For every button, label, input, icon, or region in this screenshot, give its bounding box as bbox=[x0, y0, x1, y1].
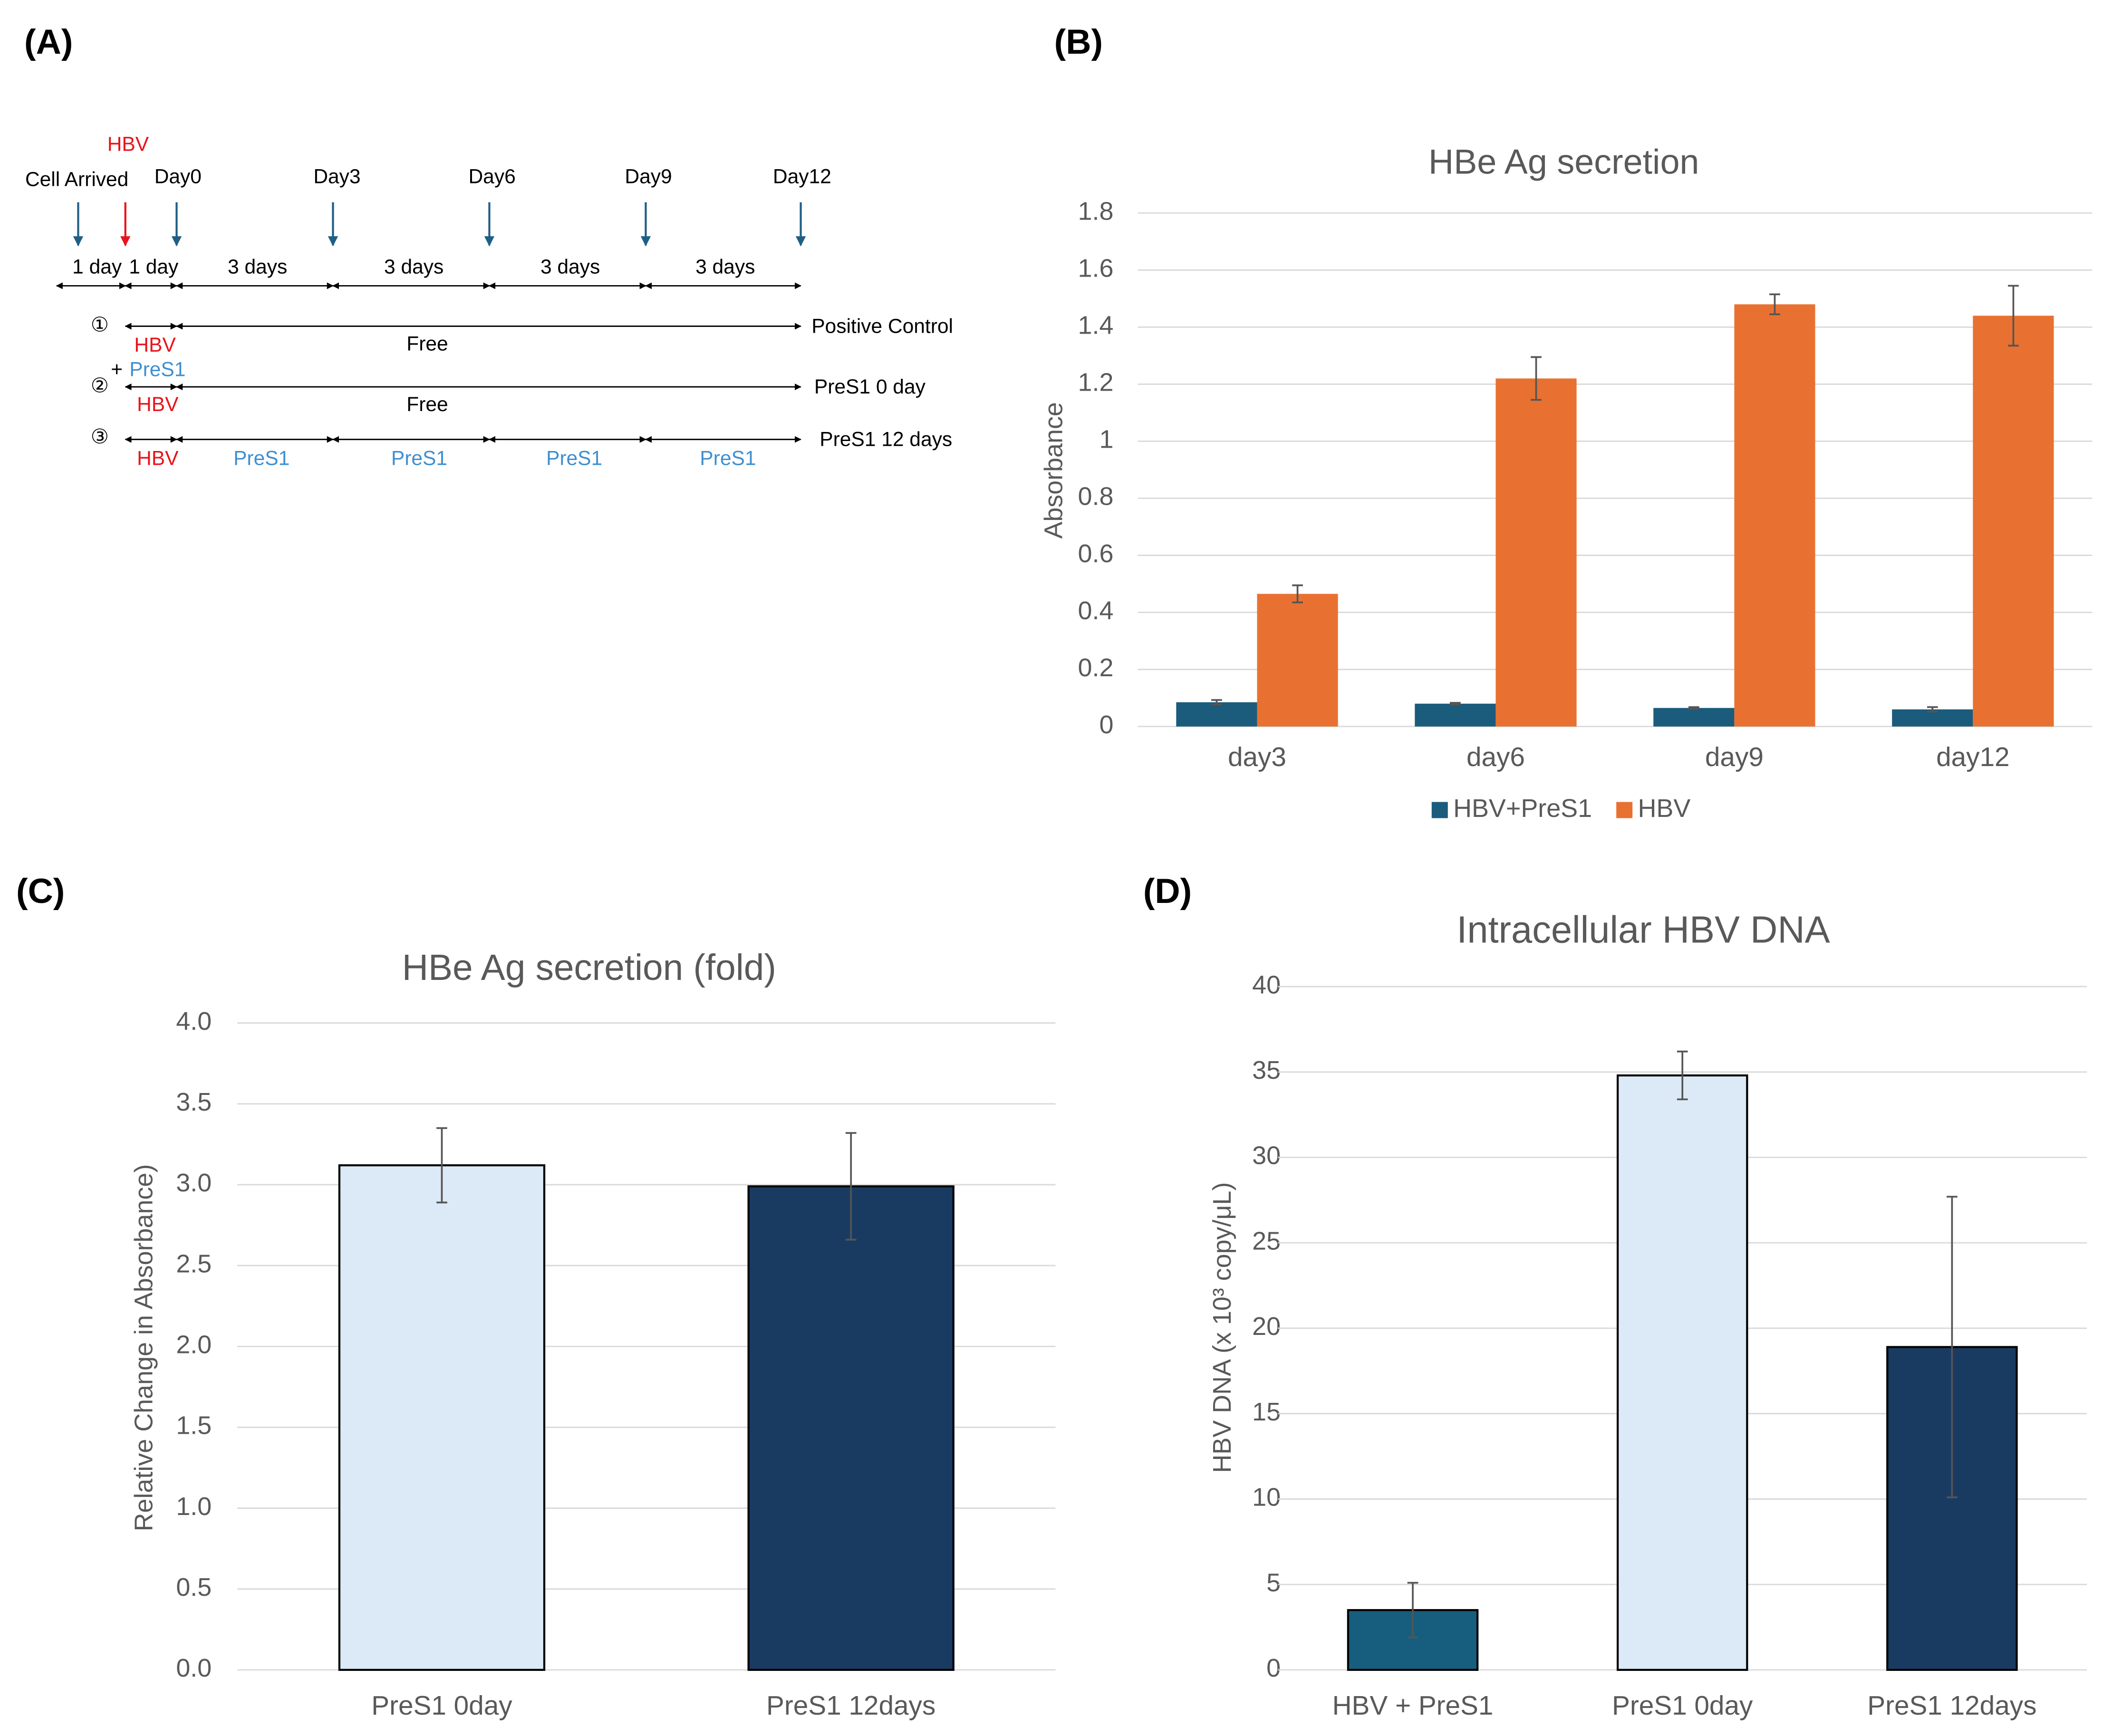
timeline: HBV Cell Arrived Day0 Day3 Day6 Day9 Day… bbox=[25, 133, 953, 470]
label: ② bbox=[91, 374, 109, 397]
y-tick-label: 1.5 bbox=[176, 1411, 212, 1440]
label: 3 days bbox=[384, 256, 444, 278]
label: HBV bbox=[137, 447, 179, 470]
label: PreS1 bbox=[700, 447, 756, 470]
y-tick-label: 3.0 bbox=[176, 1169, 212, 1197]
y-tick-label: 3.5 bbox=[176, 1088, 212, 1116]
legend-label: HBV bbox=[1638, 794, 1691, 823]
y-tick-label: 20 bbox=[1252, 1312, 1281, 1341]
bar bbox=[747, 1185, 955, 1671]
panel-label: (B) bbox=[1054, 22, 1103, 61]
bar bbox=[1734, 304, 1815, 727]
x-tick-label: PreS1 12days bbox=[1867, 1691, 2036, 1721]
panel-label: (A) bbox=[24, 22, 73, 61]
y-tick-label: 10 bbox=[1252, 1483, 1281, 1512]
bar bbox=[1973, 316, 2054, 727]
label: 1 day bbox=[129, 256, 179, 278]
y-tick-label: 0.8 bbox=[1078, 482, 1114, 511]
label: PreS1 0 day bbox=[814, 375, 926, 398]
y-tick-label: 1 bbox=[1099, 425, 1113, 454]
bar bbox=[1176, 702, 1257, 727]
label: PreS1 12 days bbox=[820, 428, 952, 451]
x-tick-label: day6 bbox=[1466, 742, 1525, 772]
label: 1 day bbox=[72, 256, 122, 278]
label: HBV bbox=[137, 393, 179, 416]
y-tick-label: 15 bbox=[1252, 1398, 1281, 1426]
label: Free bbox=[406, 332, 448, 355]
y-tick-label: 1.4 bbox=[1078, 311, 1114, 340]
label: HBV bbox=[107, 133, 149, 156]
label: + bbox=[111, 358, 123, 381]
label: HBV bbox=[134, 334, 176, 356]
label: 3 days bbox=[540, 256, 600, 278]
y-tick-label: 30 bbox=[1252, 1141, 1281, 1170]
y-axis-label: Absorbance bbox=[1040, 402, 1068, 539]
panel-label: (D) bbox=[1143, 871, 1192, 911]
y-tick-label: 5 bbox=[1266, 1568, 1281, 1597]
y-tick-label: 4.0 bbox=[176, 1007, 212, 1036]
bar bbox=[1495, 378, 1577, 727]
label: Positive Control bbox=[811, 315, 953, 338]
x-tick-label: PreS1 0day bbox=[1612, 1691, 1753, 1721]
label: PreS1 bbox=[546, 447, 602, 470]
label: ① bbox=[91, 314, 109, 336]
y-axis-label: Relative Change in Absorbance) bbox=[130, 1164, 158, 1532]
label: Day0 bbox=[154, 165, 202, 188]
label: 3 days bbox=[695, 256, 755, 278]
chart-title: HBe Ag secretion (fold) bbox=[402, 948, 776, 988]
label: PreS1 bbox=[129, 358, 185, 381]
x-tick-label: HBV + PreS1 bbox=[1332, 1691, 1494, 1721]
y-axis-label: HBV DNA (x 10³ copy/μL) bbox=[1208, 1182, 1236, 1473]
bar bbox=[1257, 594, 1338, 727]
y-tick-label: 1.8 bbox=[1078, 197, 1114, 225]
legend-swatch bbox=[1616, 802, 1633, 818]
y-tick-label: 0 bbox=[1266, 1654, 1281, 1682]
chart-title: HBe Ag secretion bbox=[1428, 142, 1699, 182]
y-tick-label: 0.0 bbox=[176, 1654, 212, 1682]
label: PreS1 bbox=[233, 447, 289, 470]
x-tick-label: day12 bbox=[1936, 742, 2009, 772]
label: ③ bbox=[91, 425, 109, 448]
bar bbox=[1653, 708, 1735, 727]
legend-label: HBV+PreS1 bbox=[1453, 794, 1592, 823]
bar bbox=[1415, 703, 1496, 727]
y-tick-label: 35 bbox=[1252, 1056, 1281, 1084]
y-tick-label: 40 bbox=[1252, 970, 1281, 999]
y-tick-label: 2.0 bbox=[176, 1330, 212, 1359]
label: 3 days bbox=[228, 256, 287, 278]
x-tick-label: PreS1 12days bbox=[766, 1691, 936, 1721]
label: Day9 bbox=[625, 165, 672, 188]
y-tick-label: 0.4 bbox=[1078, 596, 1114, 625]
y-tick-label: 0.6 bbox=[1078, 539, 1114, 568]
y-tick-label: 1.2 bbox=[1078, 368, 1114, 397]
label: Day12 bbox=[773, 165, 831, 188]
label: Cell Arrived bbox=[25, 168, 128, 191]
panel-label: (C) bbox=[16, 871, 65, 911]
chart-title: Intracellular HBV DNA bbox=[1457, 909, 1830, 951]
y-tick-label: 0.5 bbox=[176, 1573, 212, 1602]
x-tick-label: day3 bbox=[1228, 742, 1286, 772]
y-tick-label: 1.0 bbox=[176, 1492, 212, 1521]
x-tick-label: PreS1 0day bbox=[371, 1691, 512, 1721]
label: Day6 bbox=[468, 165, 515, 188]
x-tick-label: day9 bbox=[1705, 742, 1764, 772]
label: PreS1 bbox=[391, 447, 447, 470]
y-tick-label: 0 bbox=[1099, 710, 1113, 739]
label: Free bbox=[406, 393, 448, 416]
y-tick-label: 1.6 bbox=[1078, 254, 1114, 283]
y-tick-label: 0.2 bbox=[1078, 653, 1114, 682]
legend-swatch bbox=[1431, 802, 1448, 818]
y-tick-label: 25 bbox=[1252, 1227, 1281, 1255]
bar bbox=[1616, 1074, 1748, 1671]
bar bbox=[338, 1164, 546, 1671]
label: Day3 bbox=[313, 165, 360, 188]
y-tick-label: 2.5 bbox=[176, 1249, 212, 1278]
